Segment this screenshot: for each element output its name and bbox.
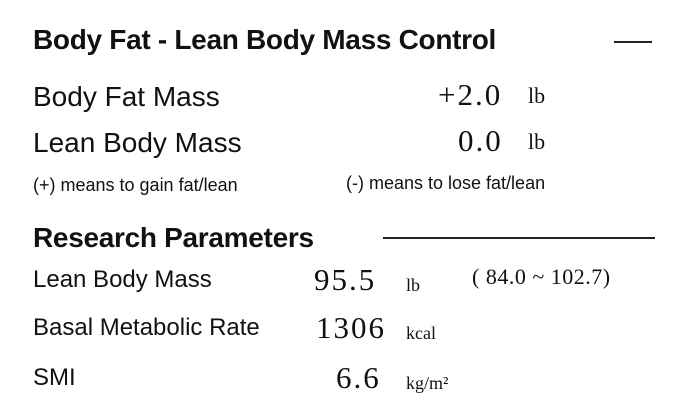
param-range: ( 84.0 ~ 102.7) — [472, 264, 611, 289]
row-value: 0.0 — [458, 123, 503, 158]
param-unit: kg/m² — [406, 373, 449, 393]
section-title: Body Fat - Lean Body Mass Control — [33, 24, 497, 55]
param-label: SMI — [33, 364, 76, 391]
row-unit: lb — [528, 83, 546, 108]
param-unit: kcal — [406, 323, 436, 343]
param-value: 6.6 — [336, 360, 381, 395]
note: (+) means to gain fat/lean — [33, 175, 238, 195]
note: (-) means to lose fat/lean — [346, 173, 546, 193]
param-label: Lean Body Mass — [33, 266, 212, 293]
row-label: Body Fat Mass — [33, 81, 220, 112]
param-unit: lb — [406, 275, 421, 295]
section-title: Research Parameters — [33, 222, 314, 253]
param-value: 95.5 — [314, 262, 377, 297]
title-rule — [614, 41, 652, 43]
title-rule — [383, 237, 655, 239]
param-label: Basal Metabolic Rate — [33, 314, 260, 341]
param-value: 1306 — [316, 310, 386, 345]
row-label: Lean Body Mass — [33, 127, 242, 158]
row-value: +2.0 — [438, 77, 503, 112]
row-unit: lb — [528, 129, 546, 154]
